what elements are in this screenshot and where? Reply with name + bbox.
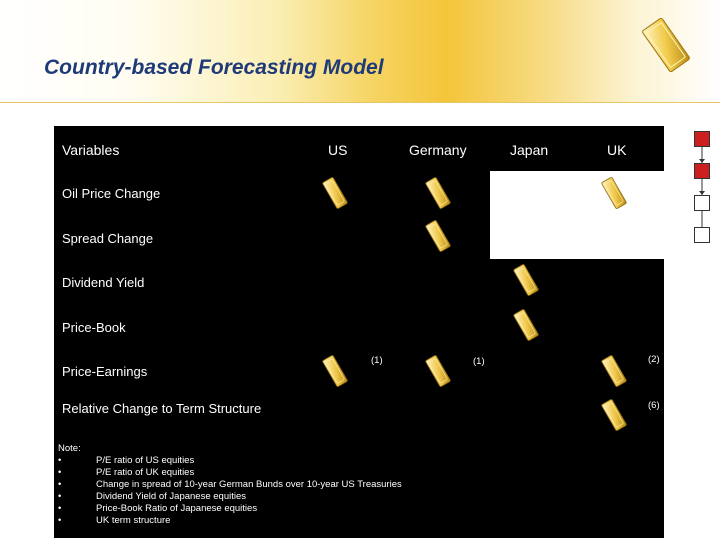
ref-uk-term: (6) <box>648 400 660 411</box>
header-germany: Germany <box>409 142 467 158</box>
note-item: • UK term structure <box>58 515 170 526</box>
bullet: • <box>58 467 62 478</box>
ref-japan-dividend: (4) <box>553 267 565 278</box>
row-pe <box>54 347 664 391</box>
bullet: • <box>58 479 62 490</box>
row-label-pricebook: Price-Book <box>62 320 126 335</box>
ref-japan-pricebook: (5) <box>553 311 565 322</box>
row-pricebook <box>54 303 664 347</box>
title-banner <box>0 0 720 103</box>
note-text: P/E ratio of US equities <box>96 455 195 466</box>
note-text: Price-Book Ratio of Japanese equities <box>96 503 258 514</box>
notes-panel: Note: • P/E ratio of US equities • P/E rat… <box>54 441 664 538</box>
ref-germany-spread: (3) <box>474 222 486 233</box>
nav-slide-4[interactable] <box>694 227 710 243</box>
note-text: Dividend Yield of Japanese equities <box>96 491 246 502</box>
note-item: • Change in spread of 10-year German Bund… <box>58 479 402 490</box>
nav-connector-icon <box>699 147 705 227</box>
row-term <box>54 391 664 441</box>
bullet: • <box>58 491 62 502</box>
bullet: • <box>58 515 62 526</box>
header-japan: Japan <box>510 142 549 158</box>
row-dividend <box>54 259 664 303</box>
ref-germany-pe: (1) <box>473 356 485 367</box>
note-item: • P/E ratio of US equities <box>58 455 194 466</box>
row-spread <box>54 215 490 259</box>
gold-bar-logo-icon <box>642 17 690 73</box>
row-label-dividend: Dividend Yield <box>62 275 145 290</box>
bullet: • <box>58 455 62 466</box>
ref-us-pe: (1) <box>371 355 383 366</box>
page-title: Country-based Forecasting Model <box>44 56 384 79</box>
row-oil-price <box>54 171 490 215</box>
note-item: • P/E ratio of UK equities <box>58 467 194 478</box>
table-header <box>54 126 664 171</box>
notes-title: Note: <box>58 443 81 454</box>
gold-bar-icon <box>600 176 628 210</box>
nav-slide-2[interactable] <box>694 163 710 179</box>
header-variables: Variables <box>62 142 120 158</box>
row-label-term: Relative Change to Term Structure <box>62 401 262 416</box>
nav-slide-3[interactable] <box>694 195 710 211</box>
slide-navigator <box>694 131 710 247</box>
ref-uk-pe: (2) <box>648 354 660 365</box>
row-label-pe: Price-Earnings <box>62 364 148 379</box>
note-text: Change in spread of 10-year German Bunds… <box>96 479 402 490</box>
row-label-oil: Oil Price Change <box>62 186 161 201</box>
nav-slide-1[interactable] <box>694 131 710 147</box>
header-uk: UK <box>607 142 627 158</box>
note-text: UK term structure <box>96 515 171 526</box>
row-label-spread: Spread Change <box>62 231 154 246</box>
note-item: • Price-Book Ratio of Japanese equities <box>58 503 257 514</box>
header-us: US <box>328 142 348 158</box>
note-item: • Dividend Yield of Japanese equities <box>58 491 246 502</box>
note-text: P/E ratio of UK equities <box>96 467 195 478</box>
bullet: • <box>58 503 62 514</box>
banner-divider <box>0 102 720 103</box>
